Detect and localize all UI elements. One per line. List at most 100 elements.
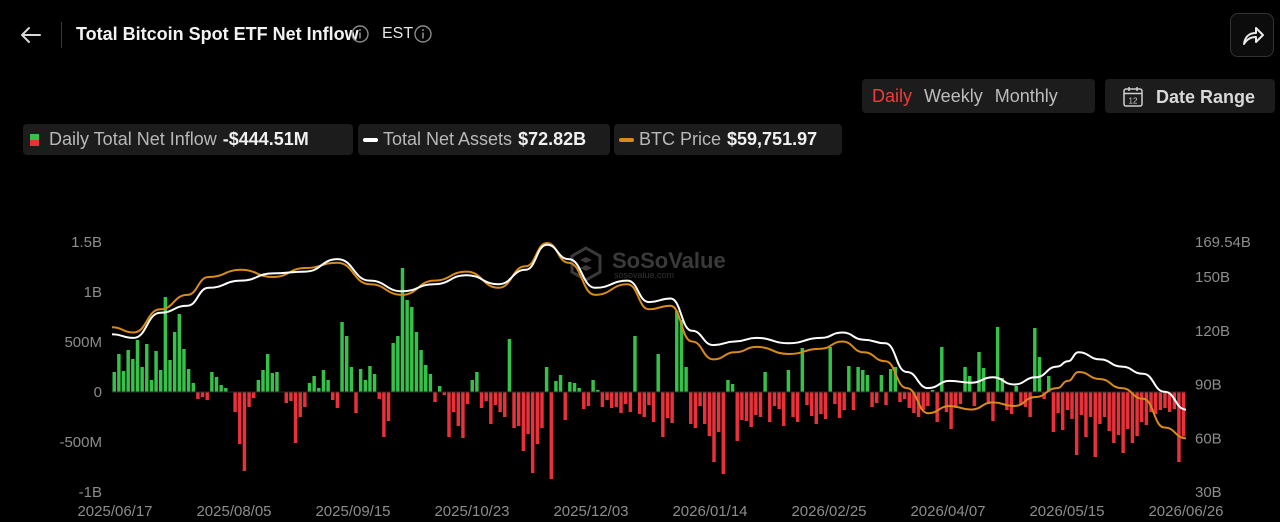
x-tick-label: 2026/04/07 (910, 503, 985, 520)
legend-assets-label: Total Net Assets (383, 129, 513, 149)
inflow-bar (256, 380, 261, 392)
inflow-bar (405, 300, 409, 392)
inflow-bar (791, 392, 795, 417)
tab-daily[interactable]: Daily (872, 85, 913, 106)
tab-monthly[interactable]: Monthly (994, 85, 1058, 106)
inflow-bar (874, 392, 879, 403)
inflow-bar (516, 392, 521, 426)
inflow-bar (856, 367, 860, 392)
inflow-bar (1163, 392, 1167, 408)
inflow-bar (121, 371, 126, 392)
btc-price-line (111, 242, 1187, 440)
inflow-bar (210, 372, 214, 392)
inflow-bar (233, 392, 237, 412)
inflow-bar (1023, 392, 1028, 407)
y-right-tick-label: 60B (1195, 430, 1222, 447)
inflow-bar (219, 385, 223, 392)
x-axis: 2025/06/17 2025/08/05 2025/09/15 2025/10/23… (77, 503, 1223, 520)
inflow-bar (1135, 392, 1139, 436)
inflow-bar (870, 392, 874, 407)
inflow-bar (940, 347, 944, 392)
inflow-bar (335, 392, 340, 408)
inflow-bar (465, 392, 470, 404)
legend-inflow-value: -$444.51M (222, 129, 309, 149)
inflow-bar (628, 392, 633, 412)
tab-weekly[interactable]: Weekly (924, 85, 983, 106)
inflow-bar (1033, 328, 1037, 392)
inflow-bar (884, 392, 888, 405)
inflow-bar (428, 374, 433, 392)
inflow-bar (754, 392, 758, 415)
inflow-bar (549, 392, 553, 479)
inflow-bar (1074, 392, 1079, 455)
legend-assets[interactable]: Total Net Assets $72.82B (358, 124, 610, 155)
inflow-bar (800, 348, 805, 392)
inflow-bar (331, 392, 335, 400)
inflow-bar (140, 367, 144, 392)
info-icon[interactable] (351, 25, 369, 43)
inflow-bar (289, 392, 293, 401)
inflow-bar (744, 392, 749, 421)
inflow-bar (484, 392, 488, 401)
y-right-tick-label: 90B (1195, 377, 1222, 394)
inflow-bar (814, 392, 818, 424)
inflow-bar (958, 392, 963, 404)
inflow-bar (572, 383, 577, 392)
inflow-bar (647, 392, 651, 405)
inflow-bar (563, 392, 567, 420)
legend-inflow-label: Daily Total Net Inflow (49, 129, 217, 149)
inflow-bar (1070, 392, 1074, 419)
inflow-bar (768, 392, 772, 422)
inflow-bar (168, 360, 172, 392)
inflow-bar (1140, 392, 1144, 422)
assets-swatch-icon (363, 137, 378, 142)
legend-inflow[interactable]: Daily Total Net Inflow -$444.51M (23, 124, 353, 155)
inflow-bar (851, 392, 856, 410)
inflow-bar (995, 327, 1000, 392)
inflow-bar (730, 384, 735, 392)
inflow-bar (261, 370, 265, 392)
y-right-tick-label: 30B (1195, 484, 1222, 501)
inflow-bar (242, 392, 247, 471)
inflow-bar (205, 392, 209, 400)
page-header: Total Bitcoin Spot ETF Net Inflow EST (0, 0, 1280, 70)
inflow-bar (196, 392, 200, 399)
inflow-bar (693, 392, 698, 428)
inflow-bar (154, 351, 158, 392)
inflow-bar (410, 307, 414, 392)
back-arrow-icon[interactable] (18, 22, 44, 48)
inflow-bar (177, 314, 182, 392)
inflow-bar (833, 392, 837, 404)
inflow-bar (112, 372, 116, 392)
share-button[interactable] (1230, 13, 1274, 57)
inflow-bar (777, 392, 781, 409)
inflow-bar (786, 370, 791, 392)
inflow-bar (837, 392, 842, 418)
inflow-bar (558, 375, 563, 392)
inflow-bar (321, 370, 326, 392)
y-left-tick-label: 1B (84, 284, 102, 301)
inflow-bar (307, 383, 312, 392)
inflow-bar (707, 392, 712, 436)
inflow-bar (967, 376, 972, 392)
inflow-bar (735, 392, 739, 441)
y-left-tick-label: 1.5B (71, 234, 102, 251)
inflow-bar (921, 392, 925, 410)
inflow-bar (1107, 392, 1111, 431)
inflow-bar (577, 388, 581, 392)
x-tick-label: 2025/06/17 (77, 503, 152, 520)
inflow-bar (433, 392, 437, 402)
inflow-bar (614, 392, 619, 407)
y-left-tick-label: 500M (64, 334, 102, 351)
inflow-bar (317, 388, 321, 392)
inflow-bar (986, 392, 991, 404)
legend-price[interactable]: BTC Price $59,751.97 (614, 124, 842, 155)
inflow-bar (1014, 386, 1018, 392)
inflow-bar (530, 392, 535, 473)
date-range-button[interactable]: 12 Date Range (1105, 79, 1275, 113)
inflow-bar (619, 392, 623, 413)
timezone-info-icon[interactable] (414, 25, 432, 43)
inflow-bar (930, 390, 935, 392)
inflow-bar (391, 343, 395, 392)
